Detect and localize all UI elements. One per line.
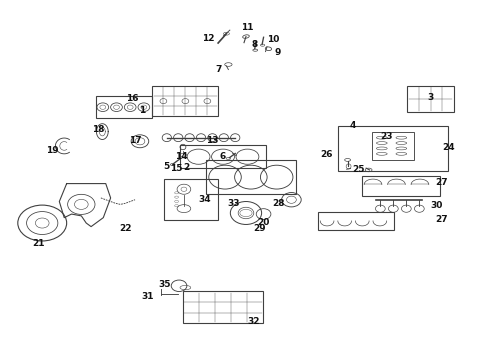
Text: 11: 11 <box>241 23 254 32</box>
Text: 23: 23 <box>380 131 393 140</box>
Bar <box>318 212 394 230</box>
Bar <box>164 179 218 220</box>
Text: 9: 9 <box>274 48 281 57</box>
Bar <box>338 126 448 171</box>
Text: 20: 20 <box>257 219 270 228</box>
Text: 19: 19 <box>46 146 58 155</box>
Text: 25: 25 <box>352 166 365 175</box>
Bar <box>152 86 219 116</box>
Text: 21: 21 <box>32 239 45 248</box>
Text: 6: 6 <box>219 152 225 161</box>
Text: 15: 15 <box>171 164 183 173</box>
Text: 24: 24 <box>442 143 455 152</box>
Text: 4: 4 <box>349 121 356 130</box>
Bar <box>206 160 296 194</box>
Text: 2: 2 <box>183 163 190 172</box>
Bar <box>408 86 454 112</box>
Text: 32: 32 <box>247 317 260 326</box>
Text: 12: 12 <box>202 34 215 43</box>
Text: 10: 10 <box>267 35 279 44</box>
Text: 26: 26 <box>320 150 333 159</box>
Text: 34: 34 <box>198 195 211 204</box>
Text: 31: 31 <box>141 292 154 301</box>
Text: 27: 27 <box>435 215 448 224</box>
Text: 13: 13 <box>206 136 218 145</box>
Text: 16: 16 <box>126 94 139 103</box>
Text: 5: 5 <box>163 162 169 171</box>
Text: 1: 1 <box>139 105 145 114</box>
Text: 22: 22 <box>119 224 131 233</box>
Text: 27: 27 <box>435 178 448 187</box>
Text: 8: 8 <box>252 40 258 49</box>
Bar <box>372 132 414 160</box>
Text: 17: 17 <box>129 136 142 145</box>
Text: 18: 18 <box>92 125 105 134</box>
Bar <box>183 291 263 323</box>
Bar <box>362 176 441 196</box>
Text: 33: 33 <box>228 199 240 208</box>
Text: 28: 28 <box>272 199 285 208</box>
Text: 35: 35 <box>158 280 171 289</box>
Text: 7: 7 <box>215 66 221 75</box>
Text: 3: 3 <box>428 93 434 102</box>
Bar <box>96 96 152 118</box>
Text: 29: 29 <box>253 224 266 233</box>
Bar <box>180 145 266 168</box>
Text: 30: 30 <box>431 201 443 210</box>
Text: 14: 14 <box>175 152 188 161</box>
